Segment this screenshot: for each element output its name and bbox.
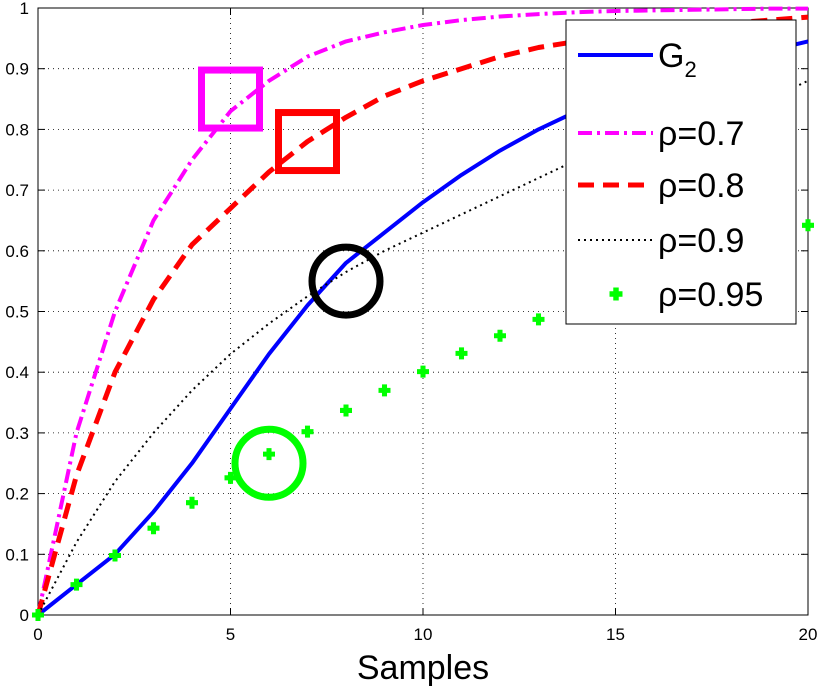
series-line	[37, 79, 809, 616]
data-point	[417, 365, 430, 378]
legend-label-text: ρ=0.9	[658, 222, 744, 260]
y-tick-label: 0.8	[5, 120, 29, 139]
x-tick-label: 15	[606, 625, 625, 644]
data-point	[109, 549, 122, 562]
data-point	[301, 425, 314, 438]
x-tick-label: 0	[33, 625, 42, 644]
data-point	[455, 347, 468, 360]
legend-label: G2	[658, 37, 697, 82]
y-tick-label: 0.5	[5, 303, 29, 322]
data-point	[70, 578, 83, 591]
legend-label: ρ=0.95	[658, 276, 763, 314]
legend-item-2: ρ=0.8	[578, 167, 744, 205]
x-axis: 0 5 10 15 20	[33, 8, 817, 644]
legend-label-text: G	[658, 37, 684, 75]
x-tick-label: 5	[226, 625, 235, 644]
annotation-square	[275, 109, 340, 175]
legend: G2 ρ=0.7 ρ=0.8 ρ=0.9 ρ=0.95	[565, 19, 797, 325]
y-tick-label: 0.1	[5, 545, 29, 564]
data-point	[32, 609, 44, 621]
x-tick-label: 10	[414, 625, 433, 644]
x-axis-label: Samples	[357, 649, 489, 687]
y-tick-label: 0	[20, 606, 29, 625]
legend-item-0: G2	[578, 37, 697, 82]
y-tick-label: 0.7	[5, 181, 29, 200]
legend-box	[565, 19, 797, 325]
legend-swatch	[609, 287, 623, 301]
legend-item-3: ρ=0.9	[578, 222, 744, 260]
legend-label-text: ρ=0.95	[658, 276, 763, 314]
data-point	[263, 448, 276, 461]
legend-item-1: ρ=0.7	[578, 115, 744, 153]
data-point	[186, 496, 198, 509]
y-tick-label: 1	[20, 0, 29, 18]
data-point	[378, 384, 391, 397]
data-point	[224, 471, 237, 484]
data-point	[340, 404, 353, 417]
legend-label: ρ=0.8	[658, 167, 744, 205]
data-point	[802, 219, 814, 232]
y-tick-label: 0.6	[5, 242, 29, 261]
data-point	[532, 313, 545, 326]
series-3	[37, 79, 809, 616]
legend-label: ρ=0.7	[658, 115, 744, 153]
legend-label-text: ρ=0.8	[658, 167, 744, 205]
legend-label: ρ=0.9	[658, 222, 744, 260]
data-point	[147, 522, 160, 535]
annotation-circle	[308, 243, 384, 319]
annotations-layer	[198, 66, 384, 501]
y-tick-label: 0.9	[5, 60, 29, 79]
y-tick-label: 0.3	[5, 424, 29, 443]
data-point	[494, 329, 507, 342]
legend-item-4: ρ=0.95	[609, 276, 763, 314]
legend-label-text: ρ=0.7	[658, 115, 744, 153]
annotation-square	[198, 66, 263, 132]
legend-label-subscript: 2	[684, 57, 696, 82]
x-tick-label: 20	[799, 625, 818, 644]
annotation-circle	[231, 425, 307, 501]
y-axis: 0 0.1 0.2 0.3 0.4 0.5 0.6 0.7 0.8 0.9 1	[5, 0, 808, 625]
series-1	[36, 6, 808, 616]
y-tick-label: 0.4	[5, 363, 29, 382]
series-line	[36, 6, 808, 616]
y-tick-label: 0.2	[5, 485, 29, 504]
